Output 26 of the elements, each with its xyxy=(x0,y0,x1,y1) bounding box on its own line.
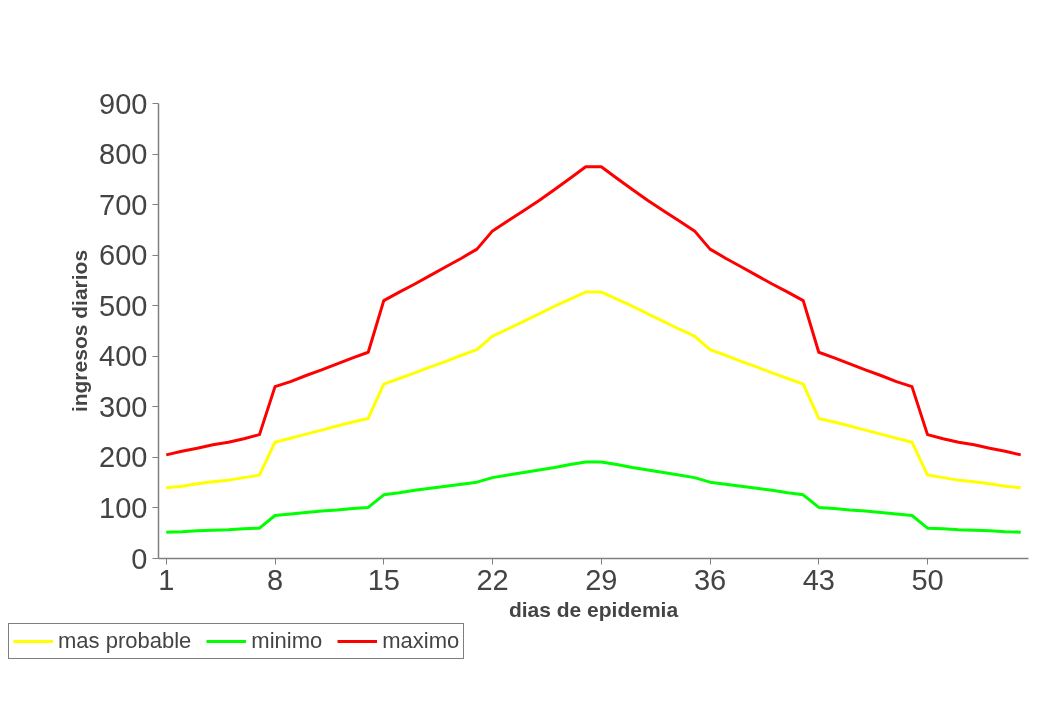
y-tick-label: 100 xyxy=(99,491,148,524)
line-series xyxy=(164,290,1023,490)
x-tick-label: 29 xyxy=(585,563,618,596)
line-series xyxy=(164,460,1023,534)
legend-label: mas probable xyxy=(58,628,192,654)
y-tick-label: 800 xyxy=(99,138,148,171)
y-tick-label: 900 xyxy=(99,87,148,120)
y-tick-label: 400 xyxy=(99,340,148,373)
y-tick-label: 700 xyxy=(99,188,148,221)
x-tick-label: 36 xyxy=(693,563,727,596)
legend-label: minimo xyxy=(251,628,323,654)
line-series xyxy=(164,165,1023,457)
x-tick-label: 22 xyxy=(476,563,509,596)
y-tick-label: 0 xyxy=(131,542,148,575)
x-tick-label: 1 xyxy=(158,563,175,596)
y-tick-label: 300 xyxy=(99,390,148,423)
x-tick-label: 50 xyxy=(911,563,944,596)
x-tick-label: 15 xyxy=(367,563,400,596)
y-tick-label: 600 xyxy=(99,239,148,272)
legend-label: maximo xyxy=(382,628,460,654)
y-tick-label: 500 xyxy=(99,289,148,322)
y-tick-label: 200 xyxy=(99,441,148,474)
x-tick-label: 8 xyxy=(266,563,284,596)
y-axis-title: ingresos diarios xyxy=(68,249,92,413)
x-axis-title: dias de epidemia xyxy=(508,597,679,621)
x-tick-label: 43 xyxy=(802,563,835,596)
